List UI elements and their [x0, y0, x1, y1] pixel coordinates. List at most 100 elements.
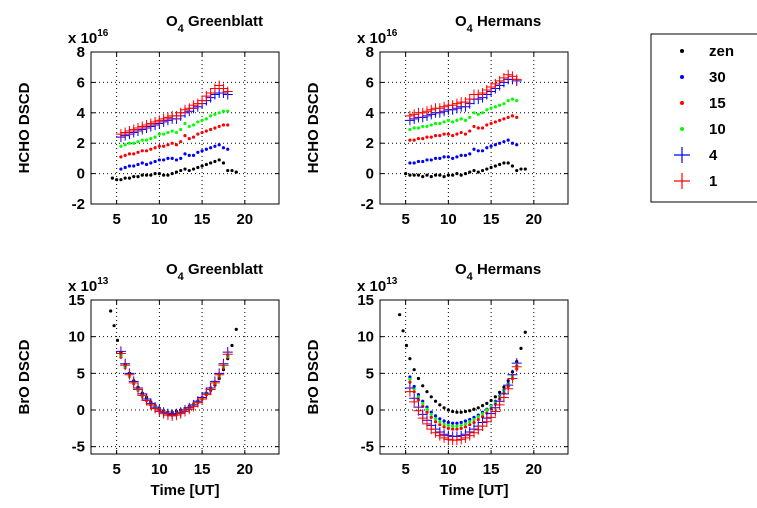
data-point-dot — [209, 146, 213, 150]
data-point-dot — [485, 167, 489, 171]
data-point-dot — [506, 161, 510, 165]
y-tick-label: 10 — [357, 329, 374, 346]
data-point-dot — [187, 168, 191, 173]
series-30 — [119, 143, 230, 171]
data-point-dot — [523, 167, 527, 171]
data-point-dot — [149, 161, 153, 165]
legend-marker-dot — [680, 49, 684, 53]
data-point-dot — [425, 405, 429, 409]
data-point-dot — [498, 103, 502, 107]
legend-label: 4 — [709, 147, 718, 164]
data-point-dot — [480, 126, 485, 130]
data-point-plus — [434, 103, 445, 114]
data-point-plus — [180, 406, 190, 417]
data-point-dot — [463, 409, 468, 414]
axis-exponent: x 1013 — [68, 276, 109, 295]
data-point-dot — [162, 144, 166, 148]
plot-title-rest: Greenblatt — [184, 13, 263, 30]
data-point-plus — [162, 112, 173, 123]
y-axis-label: HCHO DSCD — [16, 82, 33, 173]
data-point-dot — [498, 141, 502, 145]
data-point-dot — [217, 158, 221, 162]
data-point-dot — [451, 424, 455, 428]
data-point-dot — [455, 421, 459, 425]
data-point-dot — [416, 398, 421, 402]
data-point-dot — [459, 130, 463, 135]
series-10 — [119, 109, 230, 148]
data-point-plus — [197, 95, 208, 106]
data-point-dot — [468, 420, 472, 424]
data-point-plus — [460, 432, 471, 443]
data-point-dot — [213, 159, 217, 164]
data-point-dot — [502, 161, 506, 165]
data-point-dot — [455, 410, 459, 414]
data-point-dot — [515, 115, 519, 119]
data-point-dot — [455, 118, 459, 122]
plot-title-subscript: 4 — [178, 271, 185, 283]
data-point-dot — [451, 173, 455, 177]
data-point-dot — [200, 149, 204, 153]
data-point-plus — [150, 116, 161, 127]
data-point-dot — [200, 164, 204, 168]
data-point-plus — [439, 432, 450, 443]
data-point-dot — [140, 149, 144, 153]
data-point-dot — [489, 398, 493, 403]
data-point-dot — [183, 167, 187, 171]
series-15 — [119, 123, 230, 159]
y-tick-label: 0 — [366, 402, 374, 419]
y-tick-label: 6 — [366, 74, 374, 91]
data-point-dot — [187, 153, 191, 157]
data-point-dot — [401, 329, 405, 333]
series-zen — [110, 158, 238, 182]
data-point-plus — [494, 399, 505, 410]
data-point-dot — [144, 138, 149, 142]
data-point-plus — [443, 434, 454, 445]
data-point-dot — [213, 126, 217, 130]
data-point-dot — [204, 162, 208, 167]
data-point-dot — [153, 159, 157, 164]
data-point-dot — [170, 129, 174, 133]
data-point-dot — [472, 147, 476, 151]
data-point-dot — [404, 172, 408, 176]
data-point-plus — [158, 408, 169, 419]
data-point-dot — [179, 168, 183, 173]
x-tick-label: 10 — [440, 461, 457, 478]
x-axis-label: Time [UT] — [151, 482, 220, 499]
data-point-dot — [213, 112, 217, 116]
data-point-dot — [429, 175, 433, 179]
data-point-plus — [434, 430, 445, 441]
data-point-dot — [485, 108, 489, 112]
data-point-dot — [421, 384, 425, 388]
data-point-dot — [502, 117, 506, 121]
x-tick-label: 20 — [236, 211, 253, 228]
series-1 — [404, 361, 522, 446]
data-point-dot — [421, 401, 425, 405]
data-point-dot — [408, 173, 412, 177]
data-point-dot — [429, 412, 433, 416]
data-point-dot — [425, 407, 429, 411]
data-point-dot — [110, 176, 114, 180]
data-point-dot — [127, 164, 132, 168]
data-point-dot — [472, 124, 476, 129]
data-point-dot — [112, 324, 116, 328]
data-point-plus — [133, 123, 143, 133]
data-point-dot — [157, 132, 161, 136]
plot-title-rest: Hermans — [473, 261, 541, 278]
data-point-dot — [498, 162, 502, 167]
data-point-dot — [429, 135, 433, 139]
data-point-dot — [442, 422, 446, 426]
data-point-plus — [115, 129, 126, 140]
axis-exponent-base: x 10 — [357, 30, 386, 47]
data-point-plus — [154, 406, 165, 417]
data-point-dot — [493, 164, 497, 168]
data-point-dot — [455, 424, 459, 428]
data-point-dot — [221, 109, 226, 113]
data-point-dot — [416, 393, 421, 397]
data-point-dot — [408, 380, 412, 384]
data-point-dot — [144, 162, 149, 167]
data-point-dot — [502, 385, 506, 389]
legend-label: 1 — [709, 173, 717, 190]
x-tick-label: 5 — [401, 211, 409, 228]
data-point-dot — [451, 427, 455, 431]
